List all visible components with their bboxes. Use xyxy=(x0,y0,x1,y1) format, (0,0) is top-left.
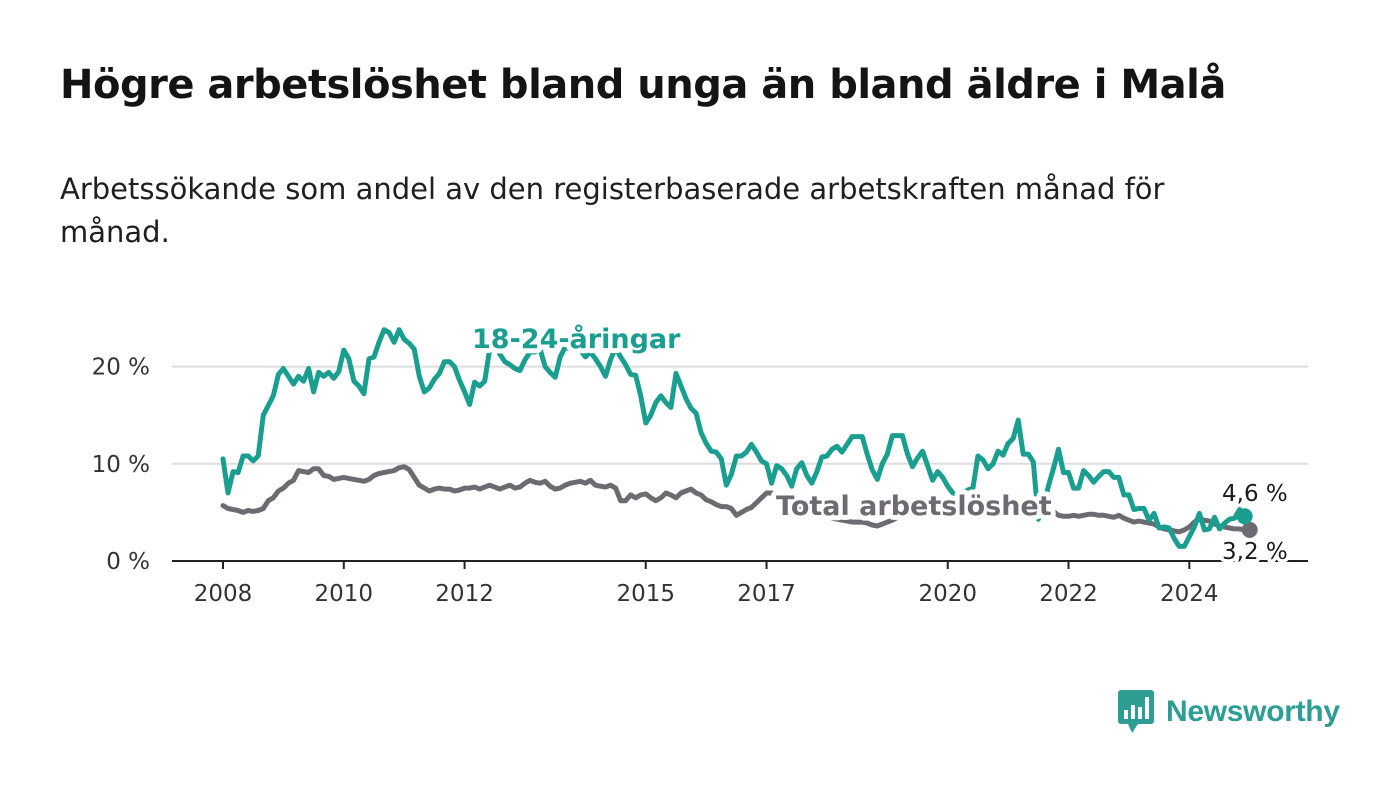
end-dot-total xyxy=(1241,521,1258,538)
y-tick-label: 0 % xyxy=(106,549,150,575)
x-tick-label: 2010 xyxy=(315,581,374,607)
end-dot-youth xyxy=(1236,508,1253,525)
bar-chart-speech-bubble-icon xyxy=(1118,690,1154,733)
x-tick-label: 2015 xyxy=(616,581,675,607)
chart-subtitle: Arbetssökande som andel av den registerb… xyxy=(60,172,1165,249)
end-value-label-youth: 4,6 % xyxy=(1222,481,1288,507)
series-label-youth: 18-24-åringar xyxy=(472,323,681,355)
series-labels: 18-24-åringar Total arbetslöshet 4,6 % 3… xyxy=(467,318,1291,569)
x-tick-label: 2017 xyxy=(737,581,796,607)
series-lines xyxy=(220,327,1258,549)
chart-title: Högre arbetslöshet bland unga än bland ä… xyxy=(60,62,1226,108)
x-tick-label: 2020 xyxy=(918,581,977,607)
x-tick-label: 2008 xyxy=(194,581,253,607)
series-label-total: Total arbetslöshet xyxy=(776,491,1052,522)
y-axis-ticks: 0 % 10 % 20 % xyxy=(92,355,150,575)
y-tick-label: 10 % xyxy=(92,452,150,478)
series-line-youth xyxy=(220,327,1248,549)
x-tick-label: 2012 xyxy=(435,581,494,607)
end-value-label-total: 3,2 % xyxy=(1222,539,1288,565)
newsworthy-logo: Newsworthy xyxy=(1118,690,1340,734)
grid-lines xyxy=(172,365,1308,562)
x-tick-label: 2024 xyxy=(1160,581,1219,607)
x-tick-label: 2022 xyxy=(1039,581,1098,607)
y-tick-label: 20 % xyxy=(92,355,150,381)
series-line-total xyxy=(220,464,1253,535)
brand-name: Newsworthy xyxy=(1166,695,1340,728)
x-axis-ticks: 2008 2010 2012 2015 2017 2020 2022 2024 xyxy=(194,561,1219,607)
